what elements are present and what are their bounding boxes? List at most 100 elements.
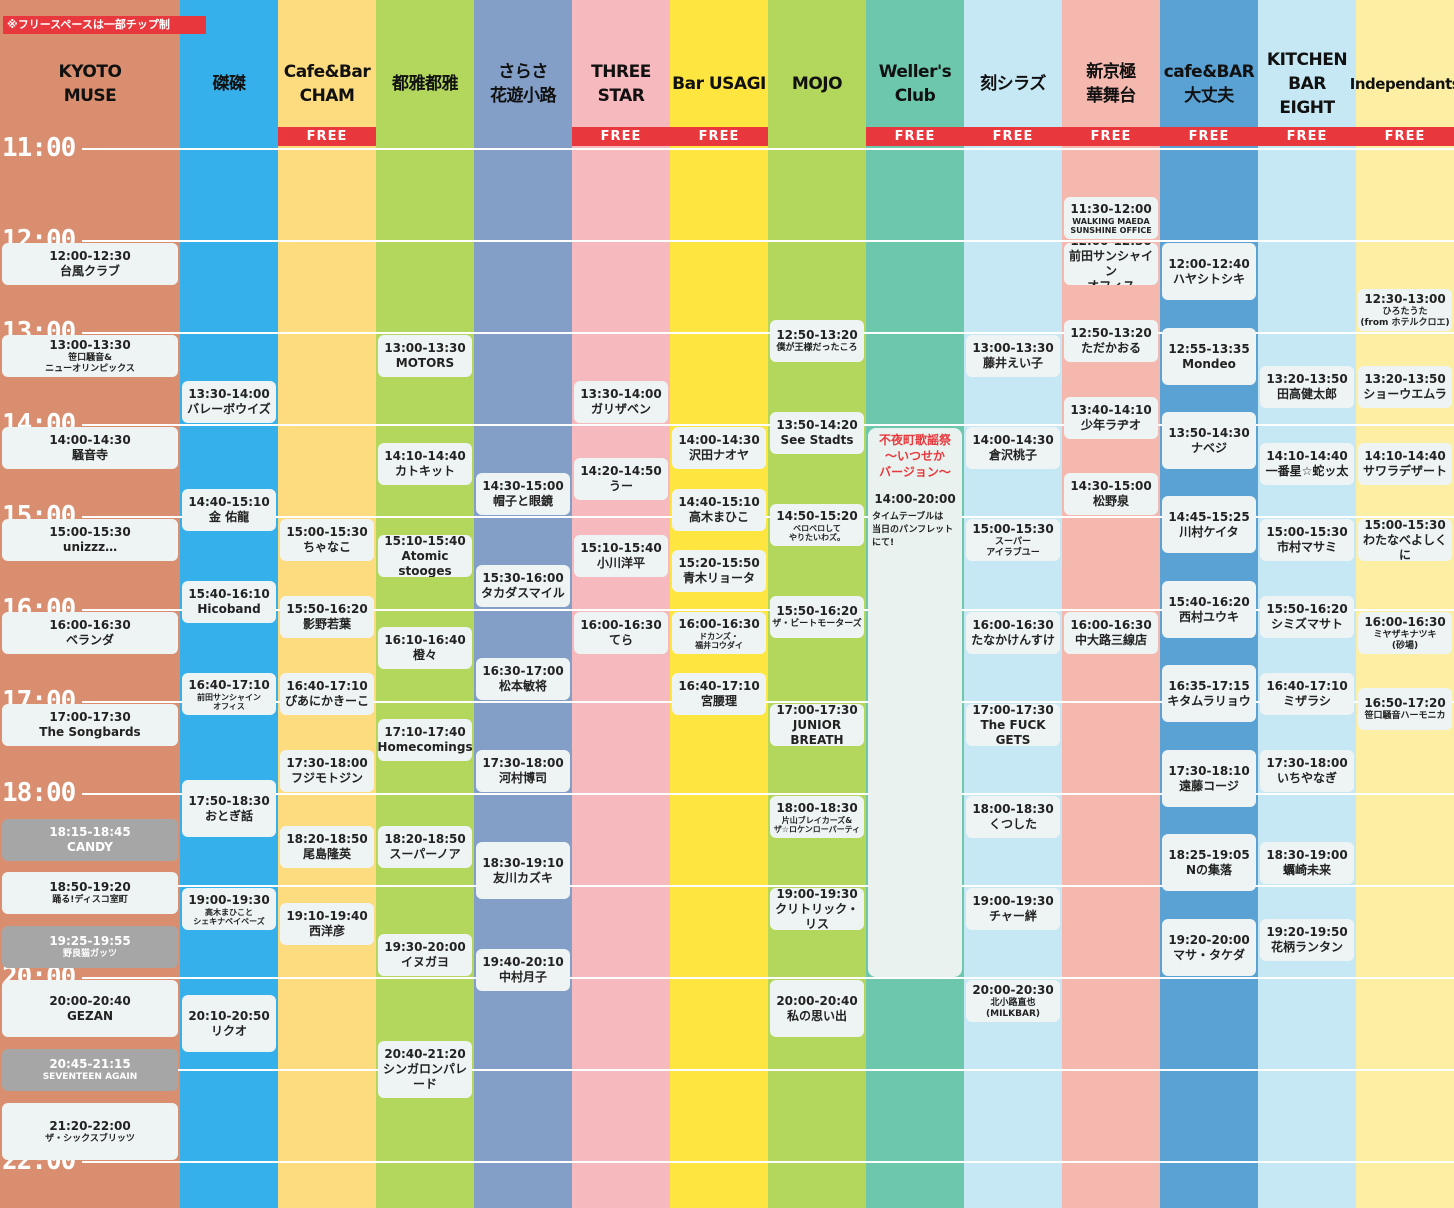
event-slot[interactable]: 20:45-21:15 SEVENTEEN AGAIN xyxy=(2,1049,178,1091)
event-slot[interactable]: 13:20-13:50 田高健太郎 xyxy=(1260,366,1354,408)
event-slot[interactable]: 16:40-17:10 前田サンシャイン オフィス xyxy=(182,673,276,715)
event-slot[interactable]: 15:40-16:20 西村ユウキ xyxy=(1162,581,1256,638)
event-slot[interactable]: 19:40-20:10 中村月子 xyxy=(476,949,570,991)
event-slot[interactable]: 13:00-13:30 藤井えい子 xyxy=(966,335,1060,377)
event-slot[interactable]: 21:20-22:00 ザ・シックスブリッツ xyxy=(2,1103,178,1160)
event-time: 14:10-14:40 xyxy=(384,449,466,463)
event-slot[interactable]: 16:00-16:30 たなかけんすけ xyxy=(966,612,1060,654)
event-slot[interactable]: 14:45-15:25 川村ケイタ xyxy=(1162,496,1256,553)
event-slot[interactable]: 20:00-20:40 私の思い出 xyxy=(770,980,864,1037)
event-slot[interactable]: 19:20-19:50 花柄ランタン xyxy=(1260,919,1354,961)
event-slot[interactable]: 15:00-15:30 わたなべよしくに xyxy=(1358,519,1452,561)
event-time: 19:00-19:30 xyxy=(776,888,858,901)
event-slot[interactable]: 19:30-20:00 イヌガヨ xyxy=(378,934,472,976)
free-badge: FREE xyxy=(1356,127,1454,146)
event-slot[interactable]: 16:00-16:30 ミヤザキナツキ (砂場) xyxy=(1358,612,1452,654)
event-slot[interactable]: 15:50-16:20 影野若葉 xyxy=(280,596,374,638)
event-slot[interactable]: 18:30-19:00 蠣崎未来 xyxy=(1260,842,1354,884)
event-slot[interactable]: 18:15-18:45 CANDY xyxy=(2,819,178,861)
event-slot[interactable]: 12:30-13:00 ひろたうた (from ホテルクロエ) xyxy=(1358,289,1452,331)
event-slot[interactable]: 18:25-19:05 Nの集落 xyxy=(1162,834,1256,891)
event-slot[interactable]: 17:00-17:30 JUNIOR BREATH xyxy=(770,704,864,746)
event-slot[interactable]: 12:50-13:20 ただかおる xyxy=(1064,320,1158,362)
event-slot[interactable]: 16:00-16:30 ベランダ xyxy=(2,612,178,654)
event-slot[interactable]: 20:40-21:20 シンガロンパレード xyxy=(378,1041,472,1098)
event-slot[interactable]: 16:40-17:10 宮腰理 xyxy=(672,673,766,715)
event-slot[interactable]: 17:30-18:10 遠藤コージ xyxy=(1162,750,1256,807)
event-slot[interactable]: 18:20-18:50 尾島隆英 xyxy=(280,826,374,868)
event-slot[interactable]: 15:50-16:20 ザ・ビートモーターズ xyxy=(770,596,864,638)
event-slot[interactable]: 19:00-19:30 高木まひこと シェキナベイベーズ xyxy=(182,888,276,930)
event-slot[interactable]: 15:40-16:10 Hicoband xyxy=(182,581,276,623)
event-slot[interactable]: 16:35-17:15 キタムラリョウ xyxy=(1162,665,1256,722)
event-slot[interactable]: 15:00-15:30 市村マサミ xyxy=(1260,519,1354,561)
event-slot[interactable]: 11:30-12:00 WALKING MAEDA SUNSHINE OFFICE xyxy=(1064,197,1158,239)
event-slot[interactable]: 12:50-13:20 僕が王様だったころ xyxy=(770,320,864,362)
event-slot[interactable]: 12:55-13:35 Mondeo xyxy=(1162,328,1256,385)
event-slot[interactable]: 19:10-19:40 西洋彦 xyxy=(280,903,374,945)
event-slot[interactable]: 16:40-17:10 ミザラシ xyxy=(1260,673,1354,715)
event-slot[interactable]: 13:00-13:30 MOTORS xyxy=(378,335,472,377)
event-slot[interactable]: 13:40-14:10 少年ラヂオ xyxy=(1064,397,1158,439)
event-slot[interactable]: 15:30-16:00 タカダスマイル xyxy=(476,565,570,607)
event-slot[interactable]: 20:00-20:30 北小路直也 (MILKBAR) xyxy=(966,980,1060,1022)
event-slot[interactable]: 15:50-16:20 シミズマサト xyxy=(1260,596,1354,638)
event-slot[interactable]: 14:00-14:30 沢田ナオヤ xyxy=(672,427,766,469)
event-slot[interactable]: 16:40-17:10 ぴあにかきーこ xyxy=(280,673,374,715)
event-slot[interactable]: 14:50-15:20 ベロベロして やりたいわズ。 xyxy=(770,504,864,546)
event-slot[interactable]: 14:20-14:50 うー xyxy=(574,458,668,500)
event-time: 19:20-20:00 xyxy=(1168,932,1250,947)
event-slot[interactable]: 19:20-20:00 マサ・タケダ xyxy=(1162,919,1256,976)
event-slot[interactable]: 17:30-18:00 いちやなぎ xyxy=(1260,750,1354,792)
event-slot[interactable]: 14:10-14:40 一番星☆蛇ッ太 xyxy=(1260,443,1354,485)
event-slot[interactable]: 15:10-15:40 小川洋平 xyxy=(574,535,668,577)
event-slot[interactable]: 17:50-18:30 おとぎ話 xyxy=(182,780,276,837)
event-slot[interactable]: 12:00-12:30 台風クラブ xyxy=(2,243,178,285)
event-slot[interactable]: 14:10-14:40 サワラデザート xyxy=(1358,443,1452,485)
event-slot[interactable]: 14:40-15:10 金 佑龍 xyxy=(182,489,276,531)
event-slot[interactable]: 12:00-12:40 ハヤシトシキ xyxy=(1162,243,1256,300)
event-slot[interactable]: 12:00-12:30前田サンシャイン オフィス xyxy=(1064,243,1158,285)
event-slot[interactable]: 16:50-17:20 笹口騒音ハーモニカ xyxy=(1358,688,1452,730)
event-artist: フジモトジン xyxy=(290,771,363,785)
event-slot[interactable]: 16:00-16:30 てら xyxy=(574,612,668,654)
event-slot[interactable]: 13:20-13:50 ショーウエムラ xyxy=(1358,366,1452,408)
event-slot[interactable]: 20:10-20:50 リクオ xyxy=(182,995,276,1052)
event-slot[interactable]: 18:00-18:30 くつした xyxy=(966,796,1060,838)
event-slot[interactable]: 19:00-19:30 クリトリック・リス xyxy=(770,888,864,930)
event-slot[interactable]: 18:30-19:10 友川カズキ xyxy=(476,842,570,899)
event-slot[interactable]: 14:10-14:40 カトキット xyxy=(378,443,472,485)
event-slot[interactable]: 20:00-20:40 GEZAN xyxy=(2,980,178,1037)
event-slot[interactable]: 19:25-19:55 野良猫ガッツ xyxy=(2,926,178,968)
event-slot[interactable]: 17:30-18:00 河村博司 xyxy=(476,750,570,792)
event-slot[interactable]: 13:30-14:00 ガリザベン xyxy=(574,381,668,423)
event-slot[interactable]: 15:00-15:30 スーパー アイラブユー xyxy=(966,519,1060,561)
event-slot[interactable]: 14:00-14:30 倉沢桃子 xyxy=(966,427,1060,469)
event-slot[interactable]: 15:00-15:30 ちゃなこ xyxy=(280,519,374,561)
special-event[interactable]: 不夜町歌謡祭 〜いつせか バージョン〜 14:00-20:00 タイムテーブルは 当… xyxy=(868,428,962,977)
event-slot[interactable]: 13:50-14:20 See Stadts xyxy=(770,412,864,454)
event-slot[interactable]: 18:20-18:50 スーパーノア xyxy=(378,826,472,868)
event-slot[interactable]: 14:30-15:00 松野泉 xyxy=(1064,473,1158,515)
event-slot[interactable]: 13:50-14:30 ナベジ xyxy=(1162,412,1256,469)
event-slot[interactable]: 16:00-16:30 中大路三線店 xyxy=(1064,612,1158,654)
event-slot[interactable]: 15:20-15:50 青木リョータ xyxy=(672,550,766,592)
event-slot[interactable]: 14:40-15:10 高木まひこ xyxy=(672,489,766,531)
event-slot[interactable]: 17:30-18:00 フジモトジン xyxy=(280,750,374,792)
event-slot[interactable]: 17:00-17:30 The Songbards xyxy=(2,704,178,746)
event-slot[interactable]: 15:00-15:30 unizzz… xyxy=(2,519,178,561)
event-artist: 藤井えい子 xyxy=(982,356,1043,370)
event-slot[interactable]: 15:10-15:40 Atomic stooges xyxy=(378,535,472,577)
event-slot[interactable]: 13:00-13:30 笹口騒音& ニューオリンピックス xyxy=(2,335,178,377)
event-slot[interactable]: 16:30-17:00 松本敏将 xyxy=(476,658,570,700)
event-slot[interactable]: 14:00-14:30 騒音寺 xyxy=(2,427,178,469)
event-slot[interactable]: 18:00-18:30 片山ブレイカーズ& ザ☆ロケンローパーティ xyxy=(770,796,864,838)
event-slot[interactable]: 17:10-17:40 Homecomings xyxy=(378,719,472,761)
event-slot[interactable]: 14:30-15:00 帽子と眼鏡 xyxy=(476,473,570,515)
event-slot[interactable]: 13:30-14:00 バレーボウイズ xyxy=(182,381,276,423)
event-slot[interactable]: 18:50-19:20 踊る!ディスコ室町 xyxy=(2,872,178,914)
event-slot[interactable]: 16:10-16:40 橙々 xyxy=(378,627,472,669)
event-slot[interactable]: 17:00-17:30 The FUCK GETS xyxy=(966,704,1060,746)
event-slot[interactable]: 19:00-19:30 チャー絆 xyxy=(966,888,1060,930)
event-slot[interactable]: 16:00-16:30 ドカンズ・ 福井コウダイ xyxy=(672,612,766,654)
